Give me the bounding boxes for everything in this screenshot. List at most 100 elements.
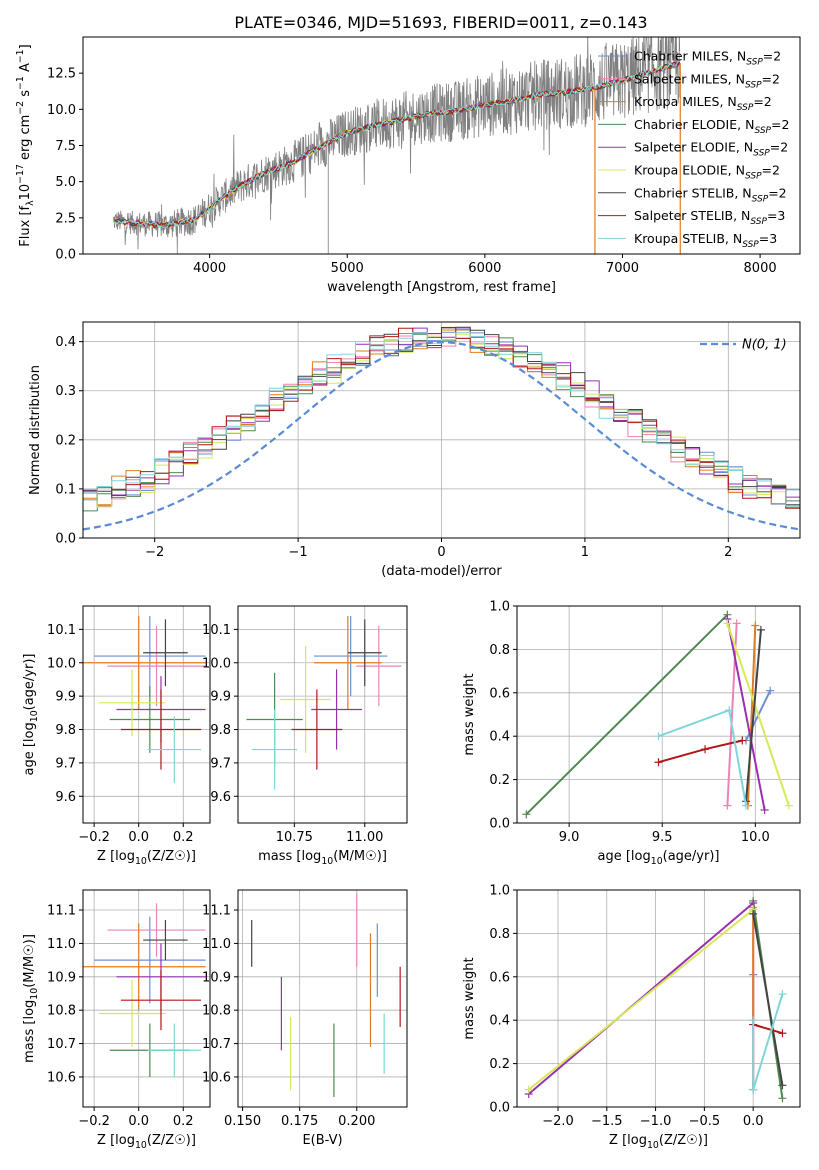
x-tick-label: 10.75 <box>276 830 313 845</box>
y-tick-label: 7.5 <box>55 139 76 154</box>
y-tick-label: 11.1 <box>202 904 231 919</box>
histogram-chabrier_stelib <box>83 326 800 506</box>
y-tick-label: 2.5 <box>55 211 76 226</box>
x-axis-label: mass [log10(M/M☉)] <box>258 849 387 867</box>
x-tick-label: 0.200 <box>338 1114 375 1129</box>
weight-line-chabrier_stelib <box>752 913 784 1086</box>
x-tick-label: 4000 <box>193 261 226 276</box>
y-tick-label: 9.9 <box>210 690 231 705</box>
weight-marker-kroupa_stelib <box>742 801 751 810</box>
weight-marker-chabrier_stelib <box>756 625 765 634</box>
y-tick-label: 0.1 <box>55 482 76 497</box>
x-axis-label: wavelength [Angstrom, rest frame] <box>327 280 556 295</box>
y-tick-label: 0.0 <box>489 817 510 832</box>
y-tick-label: 10.8 <box>47 1004 76 1019</box>
x-tick-label: 6000 <box>468 261 501 276</box>
weight-marker-chabrier_elodie <box>522 810 531 819</box>
y-tick-label: 0.8 <box>489 927 510 942</box>
mass-vs-ebv-panel: 0.150 0.175 0.200 10.6 10.7 10.8 10.9 11.0 11.1 E… <box>202 889 408 1148</box>
model-line-chabrier_stelib <box>113 61 681 228</box>
weight-marker-salpeter_miles <box>732 619 741 628</box>
x-tick-label: −2.0 <box>542 1114 574 1129</box>
y-tick-label: 9.9 <box>55 690 76 705</box>
weight-line-salpeter_stelib <box>752 1023 783 1035</box>
y-tick-label: 0.2 <box>489 773 510 788</box>
y-tick-label: 0.0 <box>489 1101 510 1116</box>
plot-area <box>251 893 401 1097</box>
y-tick-label: 10.7 <box>47 1037 76 1052</box>
x-tick-label: 0.0 <box>128 1114 149 1129</box>
x-tick-label: 8000 <box>744 261 777 276</box>
plot-area <box>83 326 800 531</box>
y-axis-label: mass [log10(M/M☉)] <box>22 934 40 1063</box>
x-tick-label: 0 <box>437 545 445 560</box>
legend-label-salpeter_miles: Salpeter MILES, NSSP=2 <box>634 71 780 90</box>
y-tick-label: 0.8 <box>489 643 510 658</box>
weight-vs-age-panel: 9.0 9.5 10.0 0.0 0.2 0.4 0.6 0.8 1.0 age [log10(a… <box>462 600 801 867</box>
y-tick-label: 1.0 <box>489 884 510 899</box>
x-tick-label: 9.0 <box>559 830 580 845</box>
y-tick-label: 0.4 <box>55 335 76 350</box>
y-tick-label: 10.1 <box>202 623 231 638</box>
y-tick-label: 11.1 <box>47 904 76 919</box>
y-tick-label: 1.0 <box>489 600 510 615</box>
weight-marker-salpeter_stelib <box>738 736 747 745</box>
x-tick-label: −0.5 <box>689 1114 721 1129</box>
weight-marker-kroupa_stelib <box>725 706 734 715</box>
axes-frame <box>82 605 211 824</box>
y-tick-label: 12.5 <box>47 67 76 82</box>
plot-area <box>112 37 681 254</box>
weight-marker-salpeter_stelib <box>701 745 710 754</box>
x-tick-label: 9.5 <box>652 830 673 845</box>
y-axis-label: mass weight <box>462 673 477 755</box>
plot-area <box>522 610 793 819</box>
weight-marker-salpeter_stelib <box>778 1029 787 1038</box>
x-tick-label: −0.2 <box>78 1114 110 1129</box>
spectrum-panel: Chabrier MILES, NSSP=2 Salpeter MILES, NS… <box>15 36 801 295</box>
plot-area <box>83 616 206 783</box>
weight-marker-kroupa_stelib <box>749 1085 758 1094</box>
y-tick-label: 9.8 <box>55 723 76 738</box>
plot-area <box>524 896 787 1103</box>
legend-label-chabrier_miles: Chabrier MILES, NSSP=2 <box>634 49 781 68</box>
model-line-kroupa_stelib <box>113 59 680 229</box>
y-tick-label: 10.6 <box>47 1070 76 1085</box>
axes-frame <box>516 889 801 1108</box>
y-tick-label: 10.9 <box>202 970 231 985</box>
weight-marker-chabrier_elodie <box>778 1094 787 1103</box>
legend-label-chabrier_stelib: Chabrier STELIB, NSSP=2 <box>634 185 787 204</box>
y-tick-label: 9.7 <box>210 756 231 771</box>
x-tick-label: −1.5 <box>591 1114 623 1129</box>
weight-vs-metallicity-panel: −2.0 −1.5 −1.0 −0.5 0.0 0.0 0.2 0.4 0.6 0.8 1.0 Z [… <box>462 884 801 1151</box>
x-tick-label: 11.00 <box>346 830 383 845</box>
x-axis-label: Z [log10(Z/Z☉)] <box>97 1133 196 1151</box>
y-tick-label: 9.6 <box>55 790 76 805</box>
x-tick-label: 7000 <box>606 261 639 276</box>
weight-marker-kroupa_elodie <box>784 801 793 810</box>
y-tick-label: 10.8 <box>202 1004 231 1019</box>
legend-label-normal: N(0, 1) <box>742 338 787 353</box>
x-axis-label: age [log10(age/yr)] <box>598 849 720 867</box>
weight-marker-kroupa_miles <box>751 621 760 630</box>
residuals-panel: N(0, 1) −2 −1 0 1 2 0.0 0.1 0.2 0.3 0.4 (data-model… <box>28 321 801 579</box>
y-tick-label: 0.0 <box>55 248 76 263</box>
legend-label-chabrier_elodie: Chabrier ELODIE, NSSP=2 <box>634 117 789 136</box>
y-tick-label: 10.9 <box>47 970 76 985</box>
y-tick-label: 0.2 <box>55 433 76 448</box>
axes-frame <box>82 889 211 1108</box>
histogram-salpeter_stelib <box>83 327 800 509</box>
y-tick-label: 10.6 <box>202 1070 231 1085</box>
y-axis-label: Flux [fλ10−17 erg cm−2 s−1 A−1] <box>15 44 36 246</box>
y-tick-label: 0.2 <box>489 1057 510 1072</box>
axes-frame <box>237 605 408 824</box>
weight-marker-kroupa_elodie <box>723 619 732 628</box>
x-tick-label: −1.0 <box>640 1114 672 1129</box>
weight-line-kroupa_elodie <box>528 908 754 1091</box>
legend-label-salpeter_elodie: Salpeter ELODIE, NSSP=2 <box>634 140 788 159</box>
x-tick-label: 2 <box>724 545 732 560</box>
x-tick-label: −2 <box>145 545 164 560</box>
x-tick-label: 0.2 <box>173 1114 194 1129</box>
x-axis-label: Z [log10(Z/Z☉)] <box>609 1133 708 1151</box>
x-tick-label: 1 <box>581 545 589 560</box>
weight-line-kroupa_elodie <box>726 623 790 806</box>
